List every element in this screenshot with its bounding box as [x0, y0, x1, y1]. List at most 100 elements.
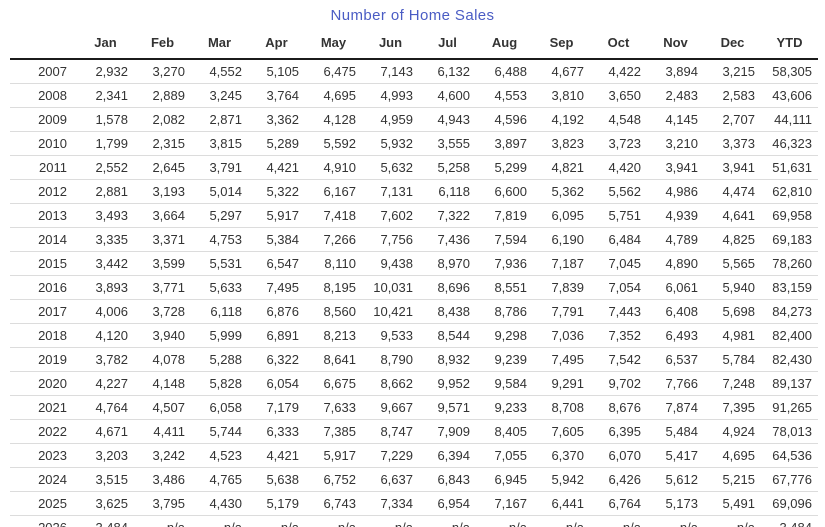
- value-cell: 6,333: [248, 419, 305, 444]
- value-cell: 8,696: [419, 275, 476, 300]
- value-cell: 6,441: [533, 491, 590, 516]
- value-cell: 4,421: [248, 443, 305, 468]
- value-cell: 6,493: [647, 323, 704, 348]
- value-cell: 9,233: [476, 395, 533, 420]
- sales-table-body: 2007 2,932 3,270 4,552 5,105 6,475 7,143 6,132 6…: [10, 59, 818, 527]
- column-header-ytd: YTD: [761, 28, 818, 60]
- value-cell: 7,436: [419, 227, 476, 252]
- value-cell: 5,322: [248, 179, 305, 204]
- value-cell: 6,408: [647, 299, 704, 324]
- year-cell: 2017: [10, 299, 77, 324]
- value-cell: 2,889: [134, 83, 191, 108]
- value-cell: 6,637: [362, 467, 419, 492]
- table-row: 2017 4,006 3,728 6,118 6,876 8,560 10,421 8,438…: [10, 299, 818, 324]
- value-cell: 1,799: [77, 131, 134, 156]
- value-cell: 6,600: [476, 179, 533, 204]
- value-cell: 3,823: [533, 131, 590, 156]
- value-cell: 5,258: [419, 155, 476, 180]
- value-cell: 4,943: [419, 107, 476, 132]
- year-cell: 2019: [10, 347, 77, 372]
- value-cell: 8,662: [362, 371, 419, 396]
- value-cell: 5,932: [362, 131, 419, 156]
- value-cell: 6,167: [305, 179, 362, 204]
- value-cell: 3,897: [476, 131, 533, 156]
- value-cell: 9,667: [362, 395, 419, 420]
- value-cell: 8,438: [419, 299, 476, 324]
- column-header-may: May: [305, 28, 362, 60]
- value-cell: 2,483: [647, 83, 704, 108]
- year-cell: 2024: [10, 467, 77, 492]
- value-cell: 5,299: [476, 155, 533, 180]
- value-cell: 5,940: [704, 275, 761, 300]
- value-cell: 5,751: [590, 203, 647, 228]
- value-cell: 4,128: [305, 107, 362, 132]
- table-row: 2020 4,227 4,148 5,828 6,054 6,675 8,662 9,952 9…: [10, 371, 818, 396]
- value-cell: 3,484: [77, 515, 134, 527]
- value-cell: 62,810: [761, 179, 818, 204]
- value-cell: 4,600: [419, 83, 476, 108]
- table-row: 2024 3,515 3,486 4,765 5,638 6,752 6,637 6,843 6…: [10, 467, 818, 492]
- value-cell: 6,945: [476, 467, 533, 492]
- value-cell: n/a: [191, 515, 248, 527]
- value-cell: 4,695: [704, 443, 761, 468]
- value-cell: 5,828: [191, 371, 248, 396]
- value-cell: 2,707: [704, 107, 761, 132]
- value-cell: 7,819: [476, 203, 533, 228]
- value-cell: 4,120: [77, 323, 134, 348]
- value-cell: 6,095: [533, 203, 590, 228]
- header-row: Jan Feb Mar Apr May Jun Jul Aug Sep Oct Nov Dec YTD: [10, 28, 818, 60]
- value-cell: 7,605: [533, 419, 590, 444]
- value-cell: 8,551: [476, 275, 533, 300]
- table-row: 2016 3,893 3,771 5,633 7,495 8,195 10,031 8,696…: [10, 275, 818, 300]
- value-cell: 6,475: [305, 59, 362, 84]
- value-cell: 4,924: [704, 419, 761, 444]
- value-cell: 6,547: [248, 251, 305, 276]
- value-cell: 5,215: [704, 467, 761, 492]
- value-cell: 78,260: [761, 251, 818, 276]
- value-cell: 3,764: [248, 83, 305, 108]
- value-cell: 5,917: [248, 203, 305, 228]
- value-cell: 4,078: [134, 347, 191, 372]
- value-cell: 7,909: [419, 419, 476, 444]
- value-cell: 7,602: [362, 203, 419, 228]
- value-cell: 6,132: [419, 59, 476, 84]
- value-cell: 8,405: [476, 419, 533, 444]
- value-cell: 8,560: [305, 299, 362, 324]
- value-cell: 4,474: [704, 179, 761, 204]
- value-cell: 7,791: [533, 299, 590, 324]
- value-cell: 4,825: [704, 227, 761, 252]
- value-cell: 3,493: [77, 203, 134, 228]
- year-cell: 2009: [10, 107, 77, 132]
- value-cell: 6,070: [590, 443, 647, 468]
- value-cell: 6,426: [590, 467, 647, 492]
- value-cell: 7,633: [305, 395, 362, 420]
- value-cell: 3,791: [191, 155, 248, 180]
- value-cell: 43,606: [761, 83, 818, 108]
- value-cell: 4,523: [191, 443, 248, 468]
- value-cell: 7,054: [590, 275, 647, 300]
- value-cell: 3,215: [704, 59, 761, 84]
- year-column-header: [10, 28, 77, 60]
- value-cell: 3,203: [77, 443, 134, 468]
- value-cell: 10,031: [362, 275, 419, 300]
- value-cell: 3,242: [134, 443, 191, 468]
- value-cell: 3,771: [134, 275, 191, 300]
- value-cell: 3,245: [191, 83, 248, 108]
- value-cell: 7,036: [533, 323, 590, 348]
- value-cell: 4,548: [590, 107, 647, 132]
- value-cell: 4,641: [704, 203, 761, 228]
- value-cell: 4,695: [305, 83, 362, 108]
- value-cell: 7,385: [305, 419, 362, 444]
- value-cell: 4,677: [533, 59, 590, 84]
- value-cell: n/a: [248, 515, 305, 527]
- value-cell: 5,565: [704, 251, 761, 276]
- year-cell: 2023: [10, 443, 77, 468]
- value-cell: 5,297: [191, 203, 248, 228]
- column-header-apr: Apr: [248, 28, 305, 60]
- value-cell: 7,179: [248, 395, 305, 420]
- value-cell: 5,484: [647, 419, 704, 444]
- column-header-mar: Mar: [191, 28, 248, 60]
- table-row: 2015 3,442 3,599 5,531 6,547 8,110 9,438 8,970 7…: [10, 251, 818, 276]
- value-cell: 5,105: [248, 59, 305, 84]
- table-row: 2010 1,799 2,315 3,815 5,289 5,592 5,932 3,555 3…: [10, 131, 818, 156]
